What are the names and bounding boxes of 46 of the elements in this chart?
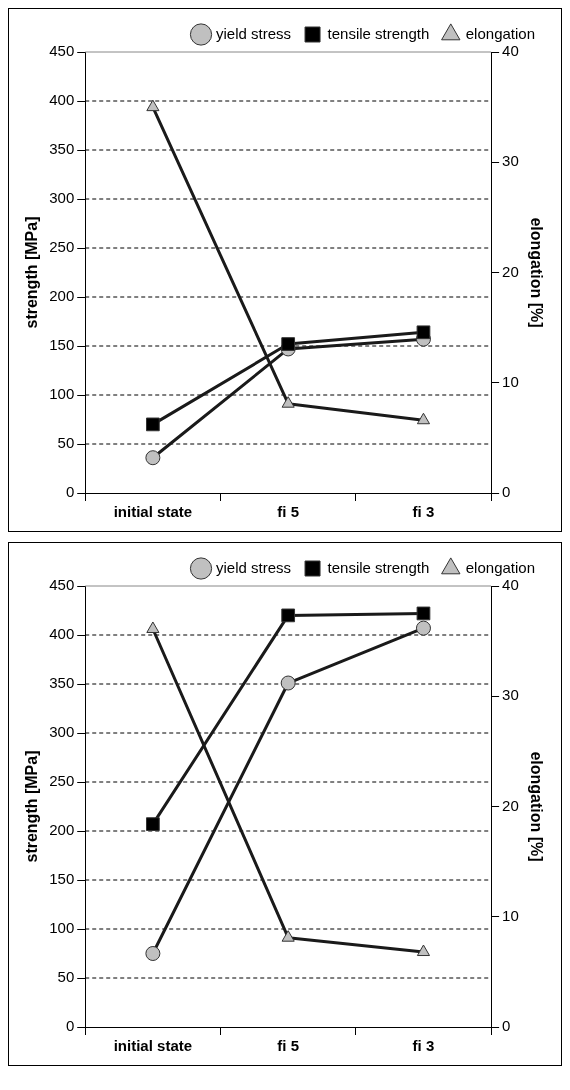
y-tick-label: 50 bbox=[57, 434, 75, 452]
legend-label: tensile strength bbox=[327, 558, 430, 576]
x-tick-label: initial state bbox=[113, 503, 193, 521]
legend-label: elongation bbox=[465, 24, 536, 42]
y-tick-label: 150 bbox=[49, 870, 75, 888]
y-tick-label: 450 bbox=[49, 576, 75, 594]
y-tick-label: 350 bbox=[49, 674, 75, 692]
y-tick-label: 0 bbox=[65, 1017, 75, 1035]
y2-axis-title: elongation [%] bbox=[527, 751, 545, 862]
x-tick-label: fi 5 bbox=[277, 503, 300, 521]
y-tick-label: 50 bbox=[57, 968, 75, 986]
y2-tick-label: 0 bbox=[502, 483, 511, 501]
y-tick-label: 100 bbox=[49, 385, 75, 403]
y-tick-label: 400 bbox=[49, 625, 75, 643]
y2-tick-label: 40 bbox=[502, 576, 519, 594]
legend-label: tensile strength bbox=[327, 24, 430, 42]
y2-axis-title: elongation [%] bbox=[527, 217, 545, 328]
y2-tick-label: 20 bbox=[502, 262, 519, 280]
y-tick-label: 400 bbox=[49, 91, 75, 109]
y-tick-label: 300 bbox=[49, 723, 75, 741]
y-tick-label: 450 bbox=[49, 42, 75, 60]
y2-tick-label: 30 bbox=[502, 686, 519, 704]
legend-label: yield stress bbox=[216, 24, 292, 42]
y2-tick-label: 0 bbox=[502, 1017, 511, 1035]
y-tick-label: 0 bbox=[65, 483, 75, 501]
x-tick-label: fi 5 bbox=[277, 1037, 300, 1055]
y-tick-label: 200 bbox=[49, 821, 75, 839]
y2-tick-label: 10 bbox=[502, 372, 519, 390]
x-tick-label: initial state bbox=[113, 1037, 193, 1055]
y-axis-title: strength [MPa] bbox=[23, 216, 41, 329]
legend-label: elongation bbox=[465, 558, 536, 576]
y-tick-label: 200 bbox=[49, 287, 75, 305]
y-tick-label: 250 bbox=[49, 772, 75, 790]
y-tick-label: 350 bbox=[49, 140, 75, 158]
y2-tick-label: 20 bbox=[502, 796, 519, 814]
x-tick-label: fi 3 bbox=[412, 1037, 435, 1055]
y-tick-label: 250 bbox=[49, 238, 75, 256]
y2-tick-label: 40 bbox=[502, 42, 519, 60]
y2-tick-label: 10 bbox=[502, 906, 519, 924]
x-tick-label: fi 3 bbox=[412, 503, 435, 521]
y-axis-title: strength [MPa] bbox=[23, 750, 41, 863]
y-tick-label: 100 bbox=[49, 919, 75, 937]
legend-label: yield stress bbox=[216, 558, 292, 576]
y2-tick-label: 30 bbox=[502, 152, 519, 170]
y-tick-label: 150 bbox=[49, 336, 75, 354]
y-tick-label: 300 bbox=[49, 189, 75, 207]
